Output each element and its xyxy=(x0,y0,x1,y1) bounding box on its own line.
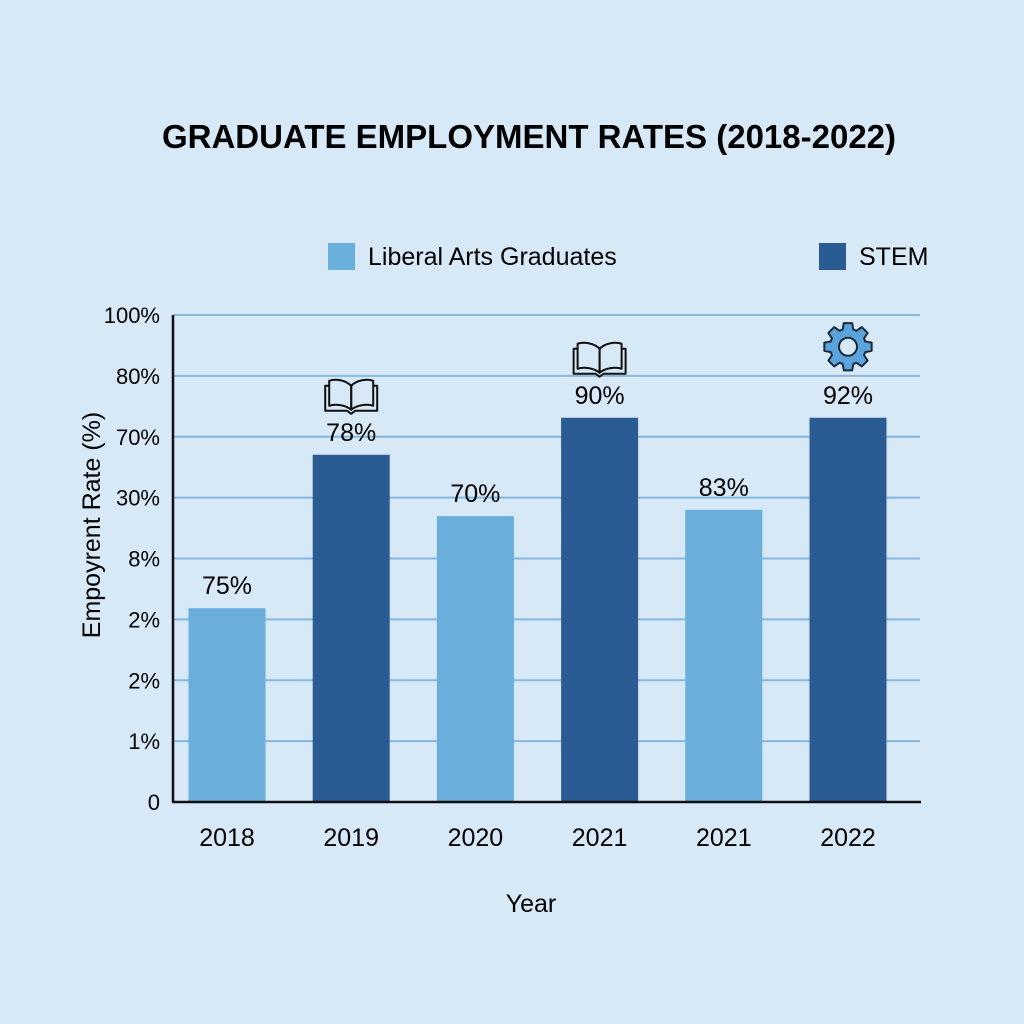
bar-2021[interactable] xyxy=(685,509,763,802)
y-tick-label: 2% xyxy=(128,607,160,632)
x-tick-label: 2019 xyxy=(323,824,379,852)
bars: 75% 78% 70% 90% 83% 92% xyxy=(188,322,887,802)
y-tick-label: 8% xyxy=(128,547,160,572)
bar-value-label: 83% xyxy=(699,474,749,502)
book-icon xyxy=(324,378,379,415)
y-axis-title: Empoyrent Rate (%) xyxy=(78,412,106,638)
legend: Liberal Arts Graduates STEM xyxy=(328,243,928,271)
y-tick-label: 80% xyxy=(116,364,160,389)
y-tick-label: 100% xyxy=(104,303,160,328)
book-icon xyxy=(572,341,627,378)
gridlines xyxy=(173,314,920,743)
y-tick-label: 2% xyxy=(128,668,160,693)
x-tick-label: 2018 xyxy=(199,824,255,852)
y-tick-label: 1% xyxy=(128,729,160,754)
legend-entry-liberal-arts[interactable]: Liberal Arts Graduates xyxy=(328,243,617,271)
x-axis-title: Year xyxy=(506,890,557,918)
bar-value-label: 75% xyxy=(202,572,252,600)
bar-2018[interactable] xyxy=(188,608,266,802)
bar-value-label: 92% xyxy=(823,382,873,410)
legend-swatch-stem xyxy=(819,243,846,270)
bar-2020[interactable] xyxy=(436,516,514,802)
y-axis-ticks: 0 1% 2% 2% 8% 30% 70% 80% 100% xyxy=(104,303,160,815)
x-tick-label: 2022 xyxy=(820,824,876,852)
bar-2022[interactable] xyxy=(809,417,887,802)
bar-value-label: 70% xyxy=(450,480,500,508)
bar-value-label: 78% xyxy=(326,419,376,447)
bar-2019[interactable] xyxy=(312,454,390,802)
bar-2021[interactable] xyxy=(561,417,639,802)
chart-title: GRADUATE EMPLOYMENT RATES (2018-2022) xyxy=(162,118,896,155)
legend-label-stem: STEM xyxy=(859,243,928,271)
x-tick-label: 2021 xyxy=(572,824,628,852)
bar-value-label: 90% xyxy=(575,382,625,410)
y-tick-label: 0 xyxy=(148,790,160,815)
legend-swatch-liberal-arts xyxy=(328,243,355,270)
x-tick-label: 2020 xyxy=(448,824,504,852)
x-axis-ticks: 2018 2019 2020 2021 2021 2022 xyxy=(199,824,876,852)
legend-entry-stem[interactable]: STEM xyxy=(819,243,928,271)
gear-icon xyxy=(823,322,873,372)
x-tick-label: 2021 xyxy=(696,824,752,852)
y-tick-label: 70% xyxy=(116,425,160,450)
y-tick-label: 30% xyxy=(116,486,160,511)
legend-label-liberal-arts: Liberal Arts Graduates xyxy=(368,243,617,271)
